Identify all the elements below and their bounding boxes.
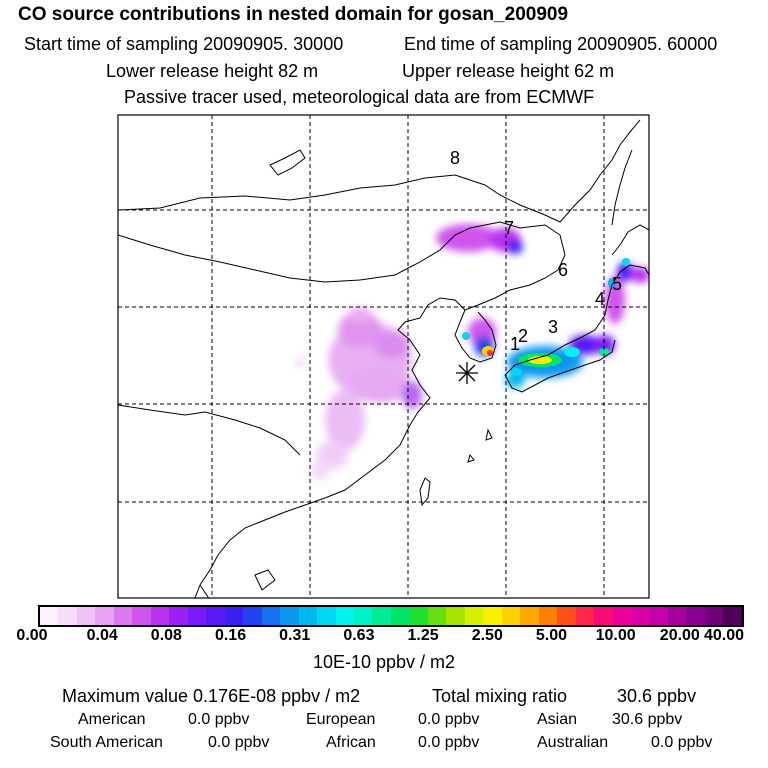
color-scale-cell	[113, 607, 133, 625]
color-scale-cell	[704, 607, 724, 625]
color-scale-cell	[667, 607, 687, 625]
region-label-2: 2	[518, 326, 528, 346]
color-scale-cell	[224, 607, 244, 625]
color-scale-cell	[353, 607, 373, 625]
color-scale-cell	[132, 607, 151, 625]
color-scale-cell	[409, 607, 428, 625]
concentration-field	[296, 224, 649, 480]
color-scale-cell	[169, 607, 188, 625]
color-scale-cell	[76, 607, 96, 625]
region-american-value: 0.0 ppbv	[188, 711, 250, 728]
color-scale-cell	[372, 607, 391, 625]
color-scale-cell	[261, 607, 281, 625]
color-scale-cell	[206, 607, 225, 625]
color-scale-cell	[280, 607, 299, 625]
total-mixing-ratio-label: Total mixing ratio	[432, 686, 568, 706]
color-scale-tick-label: 5.00	[535, 627, 568, 644]
lower-release-height: Lower release height 82 m	[106, 61, 319, 81]
region-label-5: 5	[612, 274, 622, 294]
region-african-value: 0.0 ppbv	[418, 734, 480, 751]
color-scale-cell	[649, 607, 668, 625]
color-scale-cell	[427, 607, 447, 625]
color-scale-unit: 10E-10 ppbv / m2	[312, 652, 456, 672]
region-label-7: 7	[504, 218, 514, 238]
coastlines	[118, 119, 649, 598]
color-scale-cell	[612, 607, 631, 625]
lat-lon-grid	[118, 115, 649, 598]
color-scale-tick-label: 0.08	[150, 627, 182, 644]
region-european-name: European	[306, 711, 376, 728]
color-scale-cell	[187, 607, 207, 625]
map-frame	[117, 114, 650, 599]
color-scale-cell	[631, 607, 650, 625]
color-scale-cell	[520, 607, 539, 625]
color-scale-tick-label: 0.63	[343, 627, 375, 644]
color-scale-cell	[557, 607, 576, 625]
color-scale-ticks: 0.00 0.04 0.08 0.16 0.31 0.63 1.25 2.50 5.00 10.0…	[0, 627, 768, 649]
color-scale-cell	[538, 607, 558, 625]
region-african-name: African	[326, 734, 376, 751]
color-scale-cell	[95, 607, 114, 625]
region-south-american-value: 0.0 ppbv	[208, 734, 270, 751]
color-scale-cell	[446, 607, 465, 625]
region-asian-name: Asian	[537, 711, 578, 728]
region-australian-value: 0.0 ppbv	[651, 734, 713, 751]
region-label-4: 4	[595, 289, 605, 309]
color-scale-cell	[501, 607, 521, 625]
color-scale-tick-label: 2.50	[471, 627, 503, 644]
tracer-note: Passive tracer used, meteorological data…	[124, 87, 595, 107]
color-scale-tick-label: 0.16	[214, 627, 247, 644]
region-label-6: 6	[558, 260, 568, 280]
maximum-value: Maximum value 0.176E-08 ppbv / m2	[62, 686, 361, 706]
sampling-start: Start time of sampling 20090905. 30000	[24, 34, 344, 54]
color-scale-cell	[150, 607, 170, 625]
color-scale-cell	[464, 607, 484, 625]
upper-release-height: Upper release height 62 m	[402, 61, 615, 81]
color-scale-tick-label: 20.00	[659, 627, 700, 644]
region-asian-value: 30.6 ppbv	[612, 711, 683, 728]
total-mixing-ratio-value: 30.6 ppbv	[617, 686, 697, 706]
color-scale-cell	[243, 607, 262, 625]
region-south-american-name: South American	[50, 734, 163, 751]
color-scale-cell	[575, 607, 595, 625]
color-scale-tick-label: 0.31	[279, 627, 311, 644]
color-scale-tick-label: 0.04	[86, 627, 118, 644]
region-label-3: 3	[548, 317, 558, 337]
color-scale-cell	[390, 607, 410, 625]
color-scale-tick-label: 40.00	[703, 627, 745, 644]
color-scale-cell	[317, 607, 336, 625]
color-scale-tick-label: 1.25	[407, 627, 439, 644]
region-australian-name: Australian	[537, 734, 609, 751]
color-scale-bar	[38, 605, 744, 627]
color-scale-cell	[723, 607, 742, 625]
color-scale-cell	[335, 607, 354, 625]
color-scale-cell	[298, 607, 318, 625]
color-scale-cell	[483, 607, 502, 625]
region-american-name: American	[78, 711, 146, 728]
asterisk-receptor-icon	[456, 362, 478, 384]
region-european-value: 0.0 ppbv	[418, 711, 480, 728]
color-scale-tick-label: 10.00	[595, 627, 636, 644]
color-scale-cell	[686, 607, 705, 625]
color-scale-tick-label: 0.00	[16, 627, 48, 644]
color-scale-cell	[594, 607, 613, 625]
color-scale-cell	[40, 607, 59, 625]
region-label-8: 8	[450, 148, 460, 168]
sampling-end: End time of sampling 20090905. 60000	[404, 34, 718, 54]
region-label-1: 1	[510, 334, 520, 354]
color-scale-cell	[58, 607, 77, 625]
figure-title: CO source contributions in nested domain…	[18, 4, 569, 25]
